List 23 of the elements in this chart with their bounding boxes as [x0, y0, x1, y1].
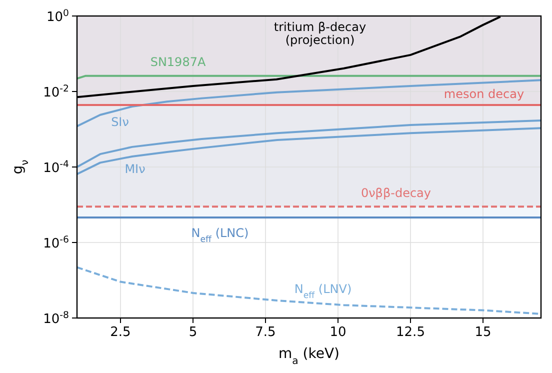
line-series: [77, 127, 541, 176]
x-tick-label: 7.5: [255, 325, 276, 340]
series-label: SN1987A: [150, 55, 206, 69]
y-tick-label: 10$^{0}$: [46, 8, 70, 25]
x-tick-label: 10: [330, 325, 346, 340]
x-axis-title: m$_{a}$ (keV): [278, 346, 340, 366]
y-tick-label: 10$^{-6}$: [43, 234, 70, 252]
x-tick-label: 12.5: [396, 325, 425, 340]
y-tick-label: 10$^{-2}$: [43, 83, 70, 100]
series-label: SIν: [111, 115, 130, 129]
line-series: [77, 266, 540, 315]
series-label: MIν: [124, 162, 146, 176]
series-label: meson decay: [444, 87, 524, 101]
series-label: 0νββ-decay: [360, 186, 432, 200]
series-label: tritium β-decay (projection): [274, 20, 366, 47]
y-tick-label: 10$^{-8}$: [43, 310, 70, 327]
x-tick-label: 2.5: [110, 325, 131, 340]
x-tick-label: 15: [474, 325, 492, 340]
y-tick-label: 10$^{-4}$: [43, 158, 70, 176]
series-label: N$_{eff}$ (LNC): [191, 226, 249, 245]
series-label: N$_{eff}$ (LNV): [294, 282, 352, 301]
line-series: [77, 79, 541, 128]
x-tick-label: 5: [188, 325, 198, 340]
